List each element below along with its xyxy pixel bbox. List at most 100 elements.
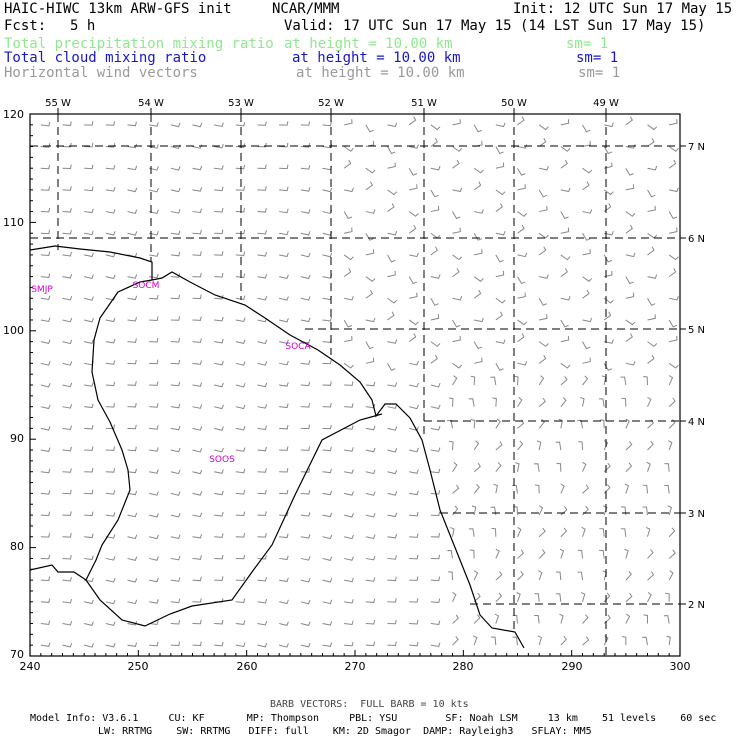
wind-barb [647,124,658,131]
wind-barb [409,598,419,603]
wind-barb [127,424,137,430]
wind-barb [322,338,332,343]
wind-barb [603,363,613,371]
wind-barb [214,447,224,453]
wind-barb [344,296,354,301]
wind-barb [149,513,159,518]
wind-barb [343,319,353,328]
wind-barb [214,338,224,344]
wind-barb [127,621,138,626]
wind-barb [170,513,181,518]
wind-barb [409,576,419,581]
wind-barb [560,227,570,234]
lat-label-3n: 3 N [688,509,705,520]
wind-barb [170,166,181,171]
wind-barb [235,642,246,647]
wind-barb [537,635,543,646]
wind-barb [647,354,655,364]
wind-barb [257,533,267,538]
wind-barb [322,556,333,561]
wind-barb [430,404,441,410]
wind-barb [538,246,547,256]
wind-barb [515,462,520,472]
wind-barb [62,642,73,648]
wind-barb [170,641,181,647]
wind-barb [365,249,375,256]
wind-barb [517,526,522,537]
wind-barb [560,159,568,169]
wind-barb [84,230,94,236]
wind-barb [149,556,159,561]
wind-barb [279,489,289,495]
wind-barb [105,381,116,387]
wind-barb [214,272,224,278]
wind-barb [84,186,94,192]
wind-barb [625,211,636,217]
wind-barb [452,484,460,494]
wind-barb [430,246,438,256]
wind-barb [170,403,181,409]
wind-barb [344,403,354,408]
wind-barb [621,636,627,646]
wind-barb [517,333,525,343]
wind-barb [468,528,475,537]
wind-barb [40,186,51,191]
wind-barb [127,642,138,647]
wind-barb [149,252,159,257]
wind-barb [560,146,571,152]
wind-barb [300,360,311,365]
wind-barb [517,252,528,258]
wind-barb [669,187,679,193]
wind-barb [582,614,589,624]
wind-barb [647,314,656,321]
wind-barb [494,613,500,624]
wind-barb [84,424,94,430]
wind-barb [322,121,332,127]
wind-barb [538,527,546,538]
wind-barb [40,383,51,388]
wind-barb [387,469,398,475]
wind-barb [149,403,159,408]
wind-barb [344,335,353,343]
wind-barb [473,124,483,133]
wind-barb [512,484,518,494]
wind-barb [235,186,246,191]
wind-barb [387,533,398,539]
wind-barb [582,209,593,214]
field-cloud-smooth: sm= 1 [576,50,619,66]
wind-barb [62,361,73,366]
wind-barb [279,577,289,583]
wind-barb [127,187,138,193]
wind-barb [365,357,375,364]
wind-barb [668,570,674,581]
wind-barb [344,469,354,474]
wind-barb [495,548,500,559]
wind-barb [192,598,202,603]
wind-barb [300,446,311,451]
wind-barb [473,341,483,350]
wind-barb [538,549,546,559]
lon-label-51w: 51 W [411,98,437,109]
wind-barb [40,229,51,235]
wind-barb [235,251,246,257]
wind-barb [105,360,116,365]
wind-barb [538,341,549,348]
wind-barb [452,119,461,126]
wind-barb [192,165,203,171]
wind-barb [387,641,397,647]
wind-barb [365,534,376,540]
wind-barb [409,619,419,625]
wind-barb [257,576,267,582]
wind-barb [192,294,202,300]
wind-barb [344,599,354,604]
wind-barb [343,362,354,369]
y-axis-110: 110 [3,216,24,229]
wind-barb [84,511,94,517]
wind-barb [344,534,354,540]
wind-barb [322,621,333,626]
lat-label-4n: 4 N [688,417,705,428]
lon-label-55w: 55 W [45,98,71,109]
wind-barb [495,254,504,263]
wind-barb [62,554,72,560]
wind-barb [170,619,181,625]
